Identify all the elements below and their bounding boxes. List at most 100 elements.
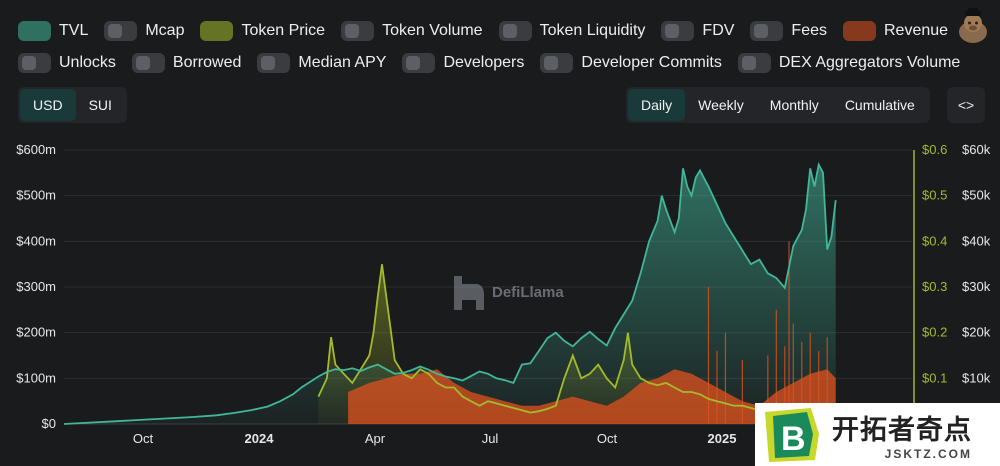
toggle-token-price[interactable]: Token Price bbox=[200, 21, 325, 41]
switch-knob bbox=[544, 56, 559, 70]
switch-knob bbox=[108, 24, 123, 38]
currency-option-sui[interactable]: SUI bbox=[88, 97, 112, 113]
toggle-developer-commits[interactable]: Developer Commits bbox=[540, 53, 722, 73]
period-option-daily[interactable]: Daily bbox=[628, 89, 686, 121]
y-axis-label-revenue: $50k bbox=[962, 188, 991, 203]
switch-icon[interactable] bbox=[737, 53, 771, 73]
toggle-label: Token Price bbox=[241, 22, 326, 39]
watermark: DefiLlama bbox=[448, 272, 564, 312]
toggle-label: Token Liquidity bbox=[539, 22, 646, 39]
switch-knob bbox=[135, 56, 150, 70]
switch-knob bbox=[215, 24, 230, 38]
switch-icon[interactable] bbox=[402, 53, 436, 73]
switch-knob bbox=[406, 56, 421, 70]
switch-knob bbox=[754, 24, 769, 38]
embed-button[interactable]: <> bbox=[947, 87, 985, 123]
toggle-row: TVL Mcap Token Price Token Volume Token Liqu… bbox=[18, 16, 948, 46]
site-badge: B 开拓者奇点 JSKTZ.COM bbox=[755, 403, 1000, 466]
y-axis-label-tvl: $500m bbox=[16, 188, 56, 203]
x-axis-label: Jul bbox=[482, 431, 499, 446]
switch-icon[interactable] bbox=[540, 53, 574, 73]
toggle-label: Developer Commits bbox=[581, 54, 722, 71]
switch-icon[interactable] bbox=[750, 21, 784, 41]
switch-knob bbox=[261, 56, 276, 70]
toggle-fees[interactable]: Fees bbox=[750, 21, 827, 41]
y-axis-label-tvl: $200m bbox=[16, 325, 56, 340]
y-axis-label-tvl: $600m bbox=[16, 142, 56, 157]
toggle-label: Median APY bbox=[298, 54, 387, 71]
toggle-label: Unlocks bbox=[59, 54, 116, 71]
y-axis-label-revenue: $60k bbox=[962, 142, 991, 157]
toggle-label: Mcap bbox=[145, 22, 185, 39]
period-option-weekly[interactable]: Weekly bbox=[698, 97, 744, 113]
y-axis-label-price: $0.6 bbox=[922, 142, 947, 157]
toggle-developers[interactable]: Developers bbox=[402, 53, 524, 73]
toggle-label: Revenue bbox=[884, 22, 949, 39]
switch-knob bbox=[741, 56, 756, 70]
switch-icon[interactable] bbox=[661, 21, 695, 41]
toggle-fdv[interactable]: FDV bbox=[661, 21, 734, 41]
toggle-label: Token Volume bbox=[382, 22, 483, 39]
toggle-mcap[interactable]: Mcap bbox=[104, 21, 184, 41]
toggle-revenue[interactable]: Revenue bbox=[843, 21, 948, 41]
y-axis-label-revenue: $10k bbox=[962, 370, 991, 385]
tvl-area bbox=[64, 164, 836, 424]
toggle-label: FDV bbox=[702, 22, 735, 39]
chart: $0 $100m $200m $300m $400m $500m $600m $0.1 $0.2… bbox=[16, 142, 991, 446]
toggle-token-volume[interactable]: Token Volume bbox=[341, 21, 483, 41]
toggle-token-liquidity[interactable]: Token Liquidity bbox=[498, 21, 646, 41]
switch-knob bbox=[858, 24, 872, 38]
switch-icon[interactable] bbox=[104, 21, 138, 41]
toggle-label: Borrowed bbox=[172, 54, 242, 71]
x-axis-label: Oct bbox=[597, 431, 618, 446]
price-line bbox=[317, 264, 836, 414]
y-axis-label-tvl: $0 bbox=[42, 416, 56, 431]
switch-knob bbox=[502, 24, 517, 38]
y-axis-label-tvl: $400m bbox=[16, 233, 56, 248]
switch-icon[interactable] bbox=[843, 21, 876, 41]
badge-subtitle: JSKTZ.COM bbox=[884, 447, 972, 461]
switch-knob bbox=[345, 24, 360, 38]
switch-knob bbox=[22, 56, 36, 70]
y-axis-label-tvl: $300m bbox=[16, 279, 56, 294]
switch-icon[interactable] bbox=[131, 53, 165, 73]
switch-icon[interactable] bbox=[200, 21, 234, 41]
switch-icon[interactable] bbox=[257, 53, 291, 73]
x-axis-label: Apr bbox=[365, 431, 386, 446]
llama-logo-icon bbox=[454, 276, 484, 310]
currency-option-usd[interactable]: USD bbox=[20, 89, 76, 121]
toggle-row: Unlocks Borrowed Median APY Developers Devel… bbox=[18, 48, 960, 78]
switch-icon[interactable] bbox=[341, 21, 375, 41]
toggle-unlocks[interactable]: Unlocks bbox=[18, 53, 116, 73]
switch-icon[interactable] bbox=[498, 21, 532, 41]
y-axis-label-tvl: $100m bbox=[16, 370, 56, 385]
period-option-cumulative[interactable]: Cumulative bbox=[844, 97, 915, 113]
toggle-label: Developers bbox=[443, 54, 525, 71]
toggle-dex-aggregators-volume[interactable]: DEX Aggregators Volume bbox=[737, 53, 960, 73]
toggle-tvl[interactable]: TVL bbox=[18, 21, 88, 41]
toggle-label: TVL bbox=[59, 22, 89, 39]
y-axis-label-price: $0.3 bbox=[922, 279, 947, 294]
toggle-median-apy[interactable]: Median APY bbox=[257, 53, 386, 73]
x-axis-label: Oct bbox=[133, 431, 154, 446]
x-axis-label: 2025 bbox=[708, 431, 737, 446]
y-axis-label-price: $0.4 bbox=[922, 233, 947, 248]
switch-knob bbox=[33, 24, 47, 38]
switch-icon[interactable] bbox=[18, 21, 51, 41]
y-axis-label-revenue: $40k bbox=[962, 233, 991, 248]
switch-knob bbox=[665, 24, 680, 38]
y-axis-label-price: $0.1 bbox=[922, 370, 947, 385]
revenue-area bbox=[348, 369, 836, 424]
period-option-monthly[interactable]: Monthly bbox=[769, 97, 819, 113]
toggle-borrowed[interactable]: Borrowed bbox=[131, 53, 242, 73]
switch-icon[interactable] bbox=[18, 53, 51, 73]
svg-text:B: B bbox=[781, 420, 806, 458]
site-logo-icon: B bbox=[765, 407, 819, 462]
tvl-line bbox=[63, 161, 837, 425]
avatar[interactable] bbox=[956, 8, 990, 44]
y-axis-label-revenue: $30k bbox=[962, 279, 991, 294]
y-axis-label-price: $0.5 bbox=[922, 188, 947, 203]
watermark-text: DefiLlama bbox=[492, 283, 564, 301]
x-axis-label: 2024 bbox=[245, 431, 275, 446]
period-toggle: Daily Weekly Monthly Cumulative bbox=[626, 87, 930, 123]
